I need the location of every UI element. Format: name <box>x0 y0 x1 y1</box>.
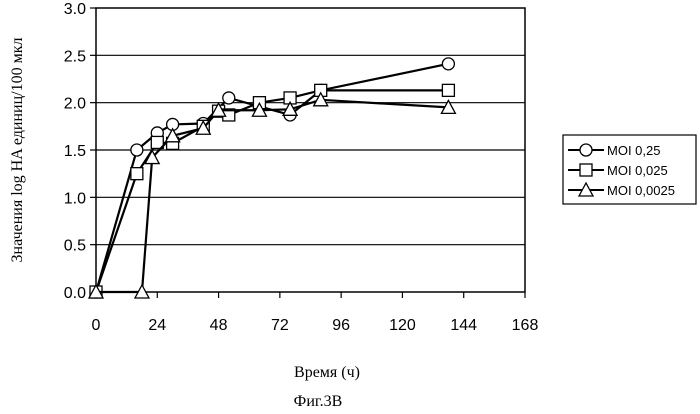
x-axis-ticks: 0 24 48 72 96 120 144 168 <box>92 292 539 334</box>
y-tick-label: 2.5 <box>64 48 86 65</box>
y-tick-label: 3.0 <box>64 1 86 18</box>
y-axis-label: Значения log HA единиц/100 мкл <box>9 38 26 263</box>
y-tick-label: 1.0 <box>64 190 86 207</box>
data-point-square <box>442 84 454 96</box>
figure-caption: Фиг.3В <box>294 393 343 410</box>
legend-entry: MOI 0,025 <box>607 163 668 178</box>
y-tick-label: 0.5 <box>64 238 86 255</box>
data-point-circle <box>442 58 454 70</box>
legend-entry: MOI 0,0025 <box>607 183 675 198</box>
series-line <box>96 100 448 292</box>
x-tick-label: 0 <box>92 317 101 334</box>
legend-entry: MOI 0,25 <box>607 143 660 158</box>
legend-marker-square <box>580 164 592 176</box>
x-tick-label: 144 <box>450 317 477 334</box>
x-tick-label: 96 <box>332 317 350 334</box>
legend-marker-circle <box>580 144 592 156</box>
data-point-circle <box>223 92 235 104</box>
y-tick-label: 1.5 <box>64 143 86 160</box>
data-point-circle <box>131 144 143 156</box>
y-tick-label: 0.0 <box>64 285 86 302</box>
series-group <box>89 58 455 298</box>
y-axis-ticks: 0.0 0.5 1.0 1.5 2.0 2.5 3.0 <box>64 1 96 302</box>
y-tick-label: 2.0 <box>64 96 86 113</box>
legend: MOI 0,25 MOI 0,025 MOI 0,0025 <box>563 135 696 204</box>
x-tick-label: 168 <box>512 317 539 334</box>
data-point-square <box>131 168 143 180</box>
series-triangle <box>89 93 455 298</box>
x-tick-label: 24 <box>148 317 166 334</box>
x-tick-label: 48 <box>210 317 228 334</box>
x-tick-label: 120 <box>389 317 416 334</box>
x-axis-label: Время (ч) <box>294 364 360 381</box>
series-line <box>96 64 448 292</box>
x-tick-label: 72 <box>271 317 289 334</box>
